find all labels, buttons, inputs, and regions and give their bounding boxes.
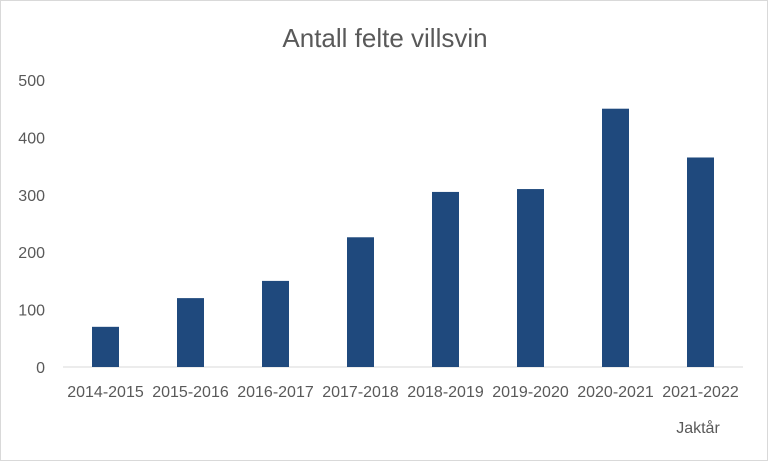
x-tick-label: 2018-2019 [407,384,484,401]
bar-2015-2016 [177,298,204,367]
x-tick-label: 2015-2016 [152,384,229,401]
y-tick-label: 500 [18,73,45,90]
x-axis: 2014-2015 2015-2016 2016-2017 2017-2018 2018… [67,384,739,401]
bar-2016-2017 [262,280,289,367]
y-tick-label: 0 [36,360,45,377]
y-axis: 0 100 200 300 400 500 [18,73,45,377]
y-tick-label: 400 [18,130,45,147]
bar-2014-2015 [92,326,119,367]
x-tick-label: 2014-2015 [67,384,144,401]
bar-2017-2018 [347,237,374,367]
bar-2021-2022 [687,157,714,367]
y-tick-label: 200 [18,245,45,262]
y-tick-label: 300 [18,188,45,205]
bar-2018-2019 [432,191,459,367]
chart-title: Antall felte villsvin [282,23,487,53]
y-tick-label: 100 [18,303,45,320]
bar-2019-2020 [517,189,544,367]
x-tick-label: 2020-2021 [577,384,654,401]
x-tick-label: 2021-2022 [662,384,739,401]
x-tick-label: 2019-2020 [492,384,569,401]
bar-2020-2021 [602,108,629,367]
x-axis-label: Jaktår [676,419,720,437]
bar-series [92,108,714,367]
x-tick-label: 2017-2018 [322,384,399,401]
x-tick-label: 2016-2017 [237,384,314,401]
